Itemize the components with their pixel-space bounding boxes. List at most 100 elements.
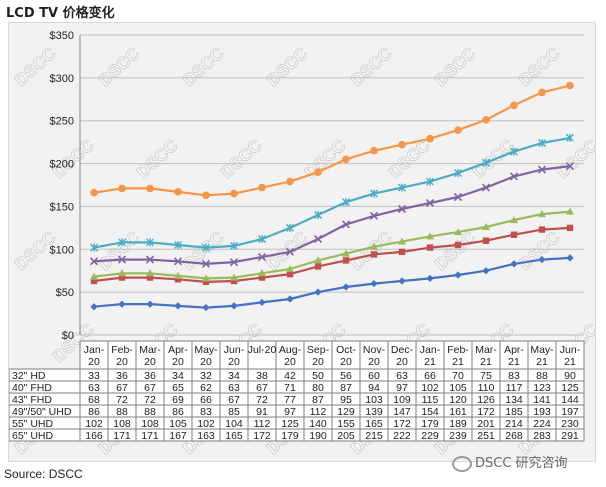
table-cell-value: 72 — [256, 394, 268, 406]
series-line — [93, 84, 571, 197]
table-cell-value: 125 — [561, 382, 579, 394]
data-point — [146, 184, 154, 193]
data-point — [230, 241, 238, 250]
table-cell-value: 63 — [228, 382, 240, 394]
data-point — [510, 101, 518, 110]
data-point — [398, 140, 406, 149]
data-point — [482, 158, 490, 167]
data-point — [538, 210, 546, 218]
series-name: 55" UHD — [12, 418, 53, 430]
data-point — [174, 276, 182, 283]
data-point — [537, 165, 547, 174]
table-cell-value: 102 — [197, 418, 215, 430]
y-tick-label: $50 — [56, 287, 74, 299]
table-cell-value: 205 — [337, 430, 355, 442]
watermark-text: DSCC — [179, 44, 228, 90]
x-tick-label: Apr- — [168, 344, 188, 356]
data-point — [538, 88, 546, 97]
x-tick-label: Apr- — [504, 344, 524, 356]
x-tick-label: Jul-20 — [248, 344, 277, 356]
table-cell-value: 66 — [200, 394, 212, 406]
table-cell-value: 171 — [113, 430, 131, 442]
data-point — [90, 243, 98, 252]
data-point — [314, 211, 322, 219]
data-point — [118, 274, 126, 281]
table-cell-value: 109 — [393, 394, 411, 406]
y-tick-label: $200 — [50, 159, 74, 171]
watermark-text: DSCC — [95, 228, 144, 274]
series-line — [93, 226, 571, 283]
table-cell-value: 105 — [449, 382, 467, 394]
data-point — [426, 244, 434, 251]
data-point — [454, 271, 462, 279]
data-point — [174, 302, 182, 310]
data-point — [202, 303, 210, 312]
x-tick-label: 21 — [424, 356, 436, 368]
table-cell-value: 50 — [312, 370, 324, 382]
watermark-text: DSCC — [553, 136, 595, 182]
data-point — [146, 300, 154, 308]
table-cell-value: 90 — [564, 370, 576, 382]
table-cell-value: 144 — [561, 394, 579, 406]
table-cell-value: 214 — [505, 418, 523, 430]
table-cell-value: 85 — [228, 406, 240, 418]
table-cell-value: 134 — [505, 394, 523, 406]
data-point — [145, 255, 155, 264]
data-point — [117, 255, 127, 264]
table-cell-value: 189 — [449, 418, 467, 430]
series-name: 40" FHD — [12, 382, 52, 394]
data-point — [397, 204, 407, 214]
data-point — [146, 274, 154, 281]
table-cell-value: 230 — [561, 418, 579, 430]
data-point — [258, 274, 266, 281]
table-cell-value: 126 — [477, 394, 495, 406]
table-cell-value: 88 — [536, 370, 548, 382]
table-cell-value: 63 — [396, 370, 408, 382]
data-point — [370, 279, 378, 288]
table-cell-value: 229 — [421, 430, 439, 442]
x-tick-label: 20 — [340, 356, 352, 368]
table-cell-value: 56 — [340, 370, 352, 382]
table-cell-value: 161 — [449, 406, 467, 418]
x-tick-label: 21 — [452, 356, 464, 368]
data-point — [258, 298, 266, 307]
table-cell-value: 239 — [449, 430, 467, 442]
data-point — [146, 269, 154, 277]
data-point — [314, 256, 322, 264]
series-line — [93, 256, 571, 309]
data-point — [370, 189, 378, 198]
data-point — [510, 231, 518, 238]
data-point — [482, 116, 490, 124]
table-cell-value: 112 — [254, 418, 271, 430]
data-point — [174, 271, 182, 279]
table-cell-value: 102 — [421, 382, 439, 394]
y-tick-label: $250 — [50, 116, 74, 128]
data-point — [90, 272, 98, 280]
source-note: Source: DSCC — [4, 467, 83, 481]
x-tick-label: Mar- — [139, 344, 161, 356]
data-point — [566, 207, 574, 215]
table-cell-value: 141 — [533, 394, 551, 406]
table-cell-value: 103 — [365, 394, 383, 406]
table-cell-value: 86 — [172, 406, 184, 418]
data-point — [369, 211, 379, 220]
table-cell-value: 36 — [144, 370, 156, 382]
series-line — [93, 136, 571, 249]
data-point — [426, 232, 434, 240]
data-point — [482, 237, 490, 244]
table-cell-value: 215 — [365, 430, 383, 442]
data-point — [258, 235, 266, 243]
table-cell-value: 165 — [225, 430, 243, 442]
table-cell-value: 36 — [116, 370, 128, 382]
table-cell-value: 123 — [533, 382, 551, 394]
watermark-text: DSCC — [263, 44, 312, 90]
table-cell-value: 197 — [561, 406, 579, 418]
data-point — [258, 269, 266, 277]
table-cell-value: 33 — [88, 370, 100, 382]
x-tick-label: 21 — [536, 356, 548, 368]
data-point — [538, 226, 546, 233]
x-tick-label: 20 — [368, 356, 380, 368]
table-cell-value: 86 — [88, 406, 100, 418]
data-point — [342, 155, 350, 164]
x-tick-label: Jun- — [560, 344, 581, 356]
